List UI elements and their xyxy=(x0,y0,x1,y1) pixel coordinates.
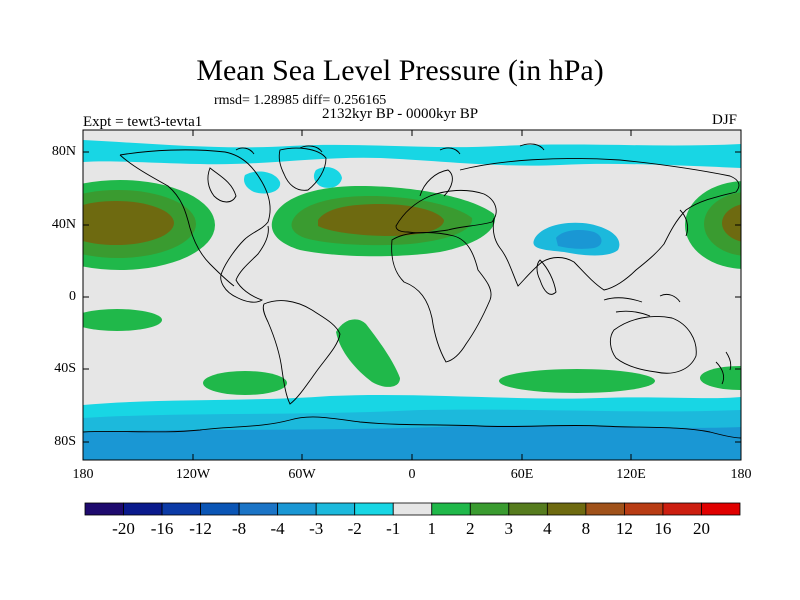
axis-ticks xyxy=(82,130,742,460)
japan xyxy=(679,209,689,237)
stats-text: rmsd= 1.28985 diff= 0.256165 xyxy=(214,93,387,108)
indian-ocean-high xyxy=(499,369,655,393)
south-pacific-high-west xyxy=(700,366,741,390)
period-text: 2132kyr BP - 0000kyr BP xyxy=(322,106,479,122)
colorbar-swatch xyxy=(161,502,201,516)
colorbar-label: -1 xyxy=(386,519,401,538)
europe xyxy=(395,189,497,234)
lat-label-80s: 80S xyxy=(54,434,76,449)
lat-label-40s: 40S xyxy=(54,361,76,376)
lon-label-120w: 120W xyxy=(175,467,211,482)
colorbar-swatch xyxy=(123,502,163,516)
australia xyxy=(609,316,697,374)
north-america-west-coast xyxy=(119,154,235,287)
lat-label-40n: 40N xyxy=(51,217,76,232)
colorbar-label: 3 xyxy=(504,519,514,538)
lon-label-180e: 180 xyxy=(730,467,752,482)
colorbar-swatch xyxy=(431,502,471,516)
colorbar-swatch xyxy=(277,502,317,516)
colorbar-label: 20 xyxy=(693,519,710,538)
colorbar-label: -8 xyxy=(232,519,247,538)
colorbar-label: 4 xyxy=(543,519,552,538)
lat-label-0: 0 xyxy=(69,289,76,304)
atlantic-high-core xyxy=(318,204,444,236)
coastlines xyxy=(83,143,741,439)
southern-low-core xyxy=(83,425,741,460)
colorbar-swatch xyxy=(624,502,664,516)
south-atlantic-high xyxy=(336,319,400,387)
lon-label-60e: 60E xyxy=(510,467,534,482)
new-zealand xyxy=(715,351,732,385)
arctic-islands xyxy=(235,143,545,155)
colorbar-swatch xyxy=(354,502,394,516)
colorbar-swatch xyxy=(392,502,433,516)
lon-label-180w: 180 xyxy=(72,467,94,482)
colorbar-label: -2 xyxy=(347,519,362,538)
pacific-high-east-core xyxy=(722,204,741,242)
colorbar xyxy=(84,502,741,516)
colorbar-swatch xyxy=(238,502,279,516)
colorbar-swatch xyxy=(701,502,741,516)
pacific-high-west-core xyxy=(83,201,174,245)
map-panel xyxy=(83,130,741,460)
tropical-pacific-high xyxy=(83,309,162,331)
experiment-label: Expt = tewt3-tevta1 xyxy=(83,114,203,130)
north-america-coast xyxy=(119,149,271,303)
antarctica-coast xyxy=(83,416,741,439)
south-america xyxy=(262,300,341,405)
lon-label-0: 0 xyxy=(408,467,416,482)
colorbar-label: -20 xyxy=(112,519,135,538)
colorbar-swatch xyxy=(662,502,702,516)
lon-label-60w: 60W xyxy=(288,467,316,482)
colorbar-label: 8 xyxy=(581,519,591,538)
colorbar-label: -3 xyxy=(309,519,324,538)
colorbar-label: -16 xyxy=(150,519,174,538)
colorbar-swatch xyxy=(315,502,356,516)
pacific-high-east-mid xyxy=(704,192,741,256)
colorbar-swatch xyxy=(546,502,587,516)
africa xyxy=(391,232,492,363)
colorbar-swatch xyxy=(84,502,124,516)
colorbar-swatch xyxy=(469,502,510,516)
lon-label-120e: 120E xyxy=(616,467,646,482)
greenland xyxy=(278,147,327,191)
barents-low xyxy=(313,167,342,188)
india xyxy=(536,259,557,295)
colorbar-label: -12 xyxy=(189,519,212,538)
colorbar-label: -4 xyxy=(270,519,285,538)
scandinavia xyxy=(419,169,453,197)
map-title: Mean Sea Level Pressure (in hPa) xyxy=(196,54,604,87)
south-pacific-high-east xyxy=(203,371,287,395)
southeast-asia-islands xyxy=(603,293,681,317)
colorbar-label: 1 xyxy=(427,519,437,538)
colorbar-swatch xyxy=(200,502,240,516)
season-label: DJF xyxy=(712,112,738,128)
colorbar-swatch xyxy=(508,502,548,516)
colorbar-swatch xyxy=(585,502,625,516)
colorbar-label: 12 xyxy=(615,519,633,538)
asia xyxy=(459,158,740,291)
arctic-low-band xyxy=(83,140,741,168)
tibet-low-core xyxy=(556,230,602,249)
lat-label-80n: 80N xyxy=(51,144,76,159)
colorbar-label: 16 xyxy=(654,519,672,538)
hudson-bay xyxy=(207,167,237,203)
colorbar-label: 2 xyxy=(466,519,475,538)
pacific-high-east-outer xyxy=(685,181,741,269)
